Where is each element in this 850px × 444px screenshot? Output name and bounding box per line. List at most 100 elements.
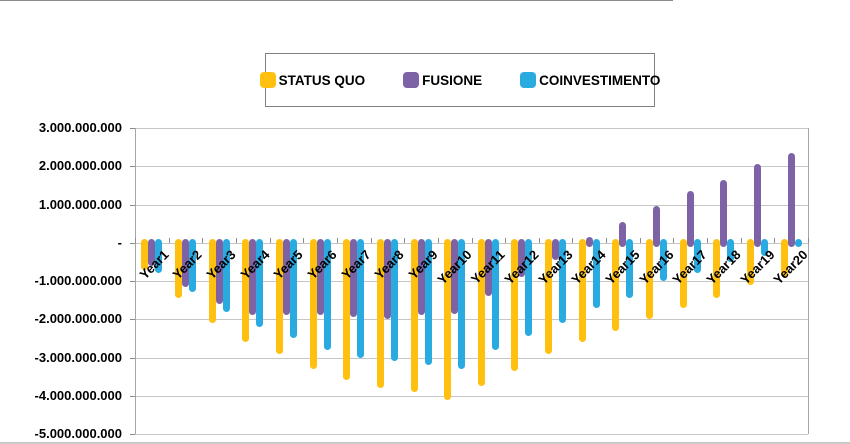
bar-coinvestimento-year3	[222, 238, 230, 312]
bar-fusione-year1	[148, 238, 156, 266]
category-tick	[336, 237, 338, 243]
y-axis-label: 3.000.000.000	[38, 120, 122, 135]
bar-status-quo-year1	[141, 238, 149, 270]
bar-status-quo-year5	[275, 238, 283, 354]
y-axis-label: -5.000.000.000	[34, 426, 122, 441]
bar-fusione-year16	[653, 206, 661, 247]
bar-fusione-year2	[181, 238, 189, 287]
category-tick	[740, 237, 742, 243]
gridline-2000000000	[135, 166, 808, 168]
bar-status-quo-year18	[713, 238, 721, 299]
category-tick	[673, 237, 675, 243]
legend-item-fusione: FUSIONE	[403, 72, 482, 88]
y-axis-tick	[130, 281, 135, 282]
bar-coinvestimento-year18	[727, 238, 735, 262]
y-axis-label: -1.000.000.000	[34, 273, 122, 288]
gridline--3000000000	[135, 357, 808, 359]
bar-status-quo-year16	[646, 238, 654, 320]
y-axis-label: 1.000.000.000	[38, 196, 122, 212]
y-axis-tick	[130, 395, 135, 397]
y-axis-tick	[130, 166, 135, 168]
bar-status-quo-year11	[477, 238, 485, 387]
bar-status-quo-year3	[208, 238, 216, 324]
category-tick	[606, 237, 608, 243]
category-tick	[774, 237, 776, 243]
bar-coinvestimento-year7	[357, 238, 365, 358]
category-tick	[572, 237, 574, 243]
bar-coinvestimento-year16	[660, 238, 668, 281]
category-tick	[269, 237, 271, 243]
status-quo-swatch-icon	[259, 72, 276, 88]
bar-coinvestimento-year9	[424, 238, 432, 366]
bar-coinvestimento-year6	[323, 238, 331, 350]
bar-fusione-year5	[282, 238, 290, 316]
bar-status-quo-year8	[376, 238, 384, 389]
coinvestimento-swatch-icon	[520, 72, 537, 88]
bar-fusione-year15	[619, 221, 627, 247]
bar-status-quo-year10	[444, 238, 452, 400]
bar-coinvestimento-year12	[525, 238, 533, 337]
chart-legend: STATUS QUO FUSIONE COINVESTIMENTO	[259, 53, 660, 107]
bar-fusione-year9	[417, 238, 425, 316]
bar-fusione-year14	[585, 237, 593, 247]
y-axis-label: -4.000.000.000	[34, 387, 122, 403]
x-axis-zero-line	[0, 0, 673, 1]
bar-status-quo-year6	[309, 238, 317, 369]
bar-fusione-year7	[350, 238, 358, 318]
legend-label-status-quo: STATUS QUO	[278, 72, 366, 88]
y-axis-tick	[130, 128, 135, 129]
gridline--4000000000	[135, 395, 808, 397]
bar-coinvestimento-year19	[761, 238, 769, 257]
bar-status-quo-year7	[343, 238, 351, 381]
legend-item-coinvestimento: COINVESTIMENTO	[520, 72, 660, 88]
y-axis-label: -	[117, 234, 122, 250]
bar-status-quo-year12	[511, 238, 519, 371]
gridline--1000000000	[135, 281, 808, 282]
category-tick	[168, 237, 170, 243]
category-tick	[808, 237, 809, 243]
bar-coinvestimento-year8	[390, 238, 398, 362]
legend-label-coinvestimento: COINVESTIMENTO	[539, 72, 661, 88]
bar-fusione-year18	[720, 179, 728, 247]
y-axis-tick	[130, 434, 135, 435]
category-tick	[707, 237, 709, 243]
category-tick	[437, 237, 439, 243]
legend-item-status-quo: STATUS QUO	[259, 72, 366, 88]
bar-fusione-year17	[686, 191, 694, 247]
bar-status-quo-year13	[545, 238, 553, 354]
gridline-1000000000	[135, 204, 808, 206]
bar-fusione-year13	[552, 238, 560, 260]
chart-bottom-edge	[0, 442, 850, 444]
bar-fusione-year4	[249, 238, 257, 316]
y-axis-tick	[130, 204, 135, 206]
category-tick	[639, 237, 641, 243]
bar-coinvestimento-year10	[458, 238, 466, 369]
bar-fusione-year8	[383, 238, 391, 320]
bar-coinvestimento-year15	[626, 238, 634, 299]
category-tick	[202, 237, 204, 243]
bar-coinvestimento-year13	[559, 238, 567, 324]
bar-status-quo-year14	[578, 238, 586, 343]
bar-fusione-year6	[316, 238, 324, 316]
bar-status-quo-year2	[174, 238, 182, 299]
bar-status-quo-year9	[410, 238, 418, 392]
bar-fusione-year12	[518, 238, 526, 278]
bar-coinvestimento-year17	[693, 238, 701, 274]
y-axis-label: -3.000.000.000	[34, 349, 122, 365]
bar-fusione-year3	[215, 238, 223, 304]
category-tick	[538, 237, 540, 243]
plot-border-left	[135, 128, 136, 434]
bar-status-quo-year15	[612, 238, 620, 331]
bar-fusione-year10	[451, 238, 459, 314]
bar-coinvestimento-year4	[256, 238, 264, 327]
bar-coinvestimento-year5	[289, 238, 297, 339]
category-tick	[235, 237, 237, 243]
y-axis-label: 2.000.000.000	[38, 158, 122, 174]
bar-status-quo-year20	[780, 238, 788, 278]
bar-coinvestimento-year1	[155, 238, 163, 274]
bar-fusione-year20	[787, 152, 795, 247]
y-axis-label: -2.000.000.000	[34, 311, 122, 327]
plot-border-right	[808, 128, 809, 434]
